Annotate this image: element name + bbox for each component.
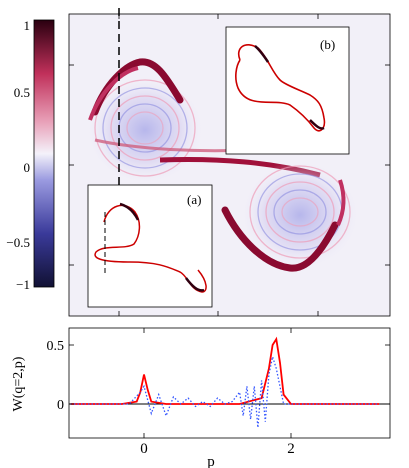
- colorbar: 1 0.5 0 −0.5 −1: [6, 18, 55, 292]
- inset-b-label: (b): [320, 37, 335, 52]
- line-plot-frame: [68, 327, 391, 439]
- inset-a: (a): [87, 184, 213, 308]
- line-plot: 0.5 0 0 2 p W(q=2,p): [11, 327, 391, 468]
- series-line-dotted: [70, 354, 380, 428]
- ytick-0: 0: [57, 398, 64, 413]
- colorbar-gradient: [33, 19, 55, 288]
- colorbar-tick-1: 1: [24, 18, 31, 33]
- colorbar-tick-neg0.5: −0.5: [6, 235, 30, 250]
- inset-b: (b): [225, 26, 350, 155]
- colorbar-tick-neg1: −1: [16, 277, 30, 292]
- ytick-0.5: 0.5: [47, 339, 65, 354]
- inset-a-frame: [87, 184, 213, 308]
- lower-right-lobe: [221, 160, 360, 272]
- inset-a-label: (a): [187, 192, 201, 207]
- y-axis-label: W(q=2,p): [11, 356, 26, 411]
- colorbar-tick-0.5: 0.5: [14, 85, 30, 100]
- xtick-2: 2: [287, 441, 295, 457]
- series-line-solid: [70, 336, 380, 405]
- x-axis-label: p: [207, 454, 215, 468]
- line-plot-ticks: [69, 328, 390, 438]
- inset-b-frame: [225, 26, 350, 155]
- series-layer: [70, 336, 380, 428]
- xtick-0: 0: [140, 441, 148, 457]
- heatmap-ticks: [69, 14, 390, 316]
- colorbar-tick-0: 0: [24, 160, 31, 175]
